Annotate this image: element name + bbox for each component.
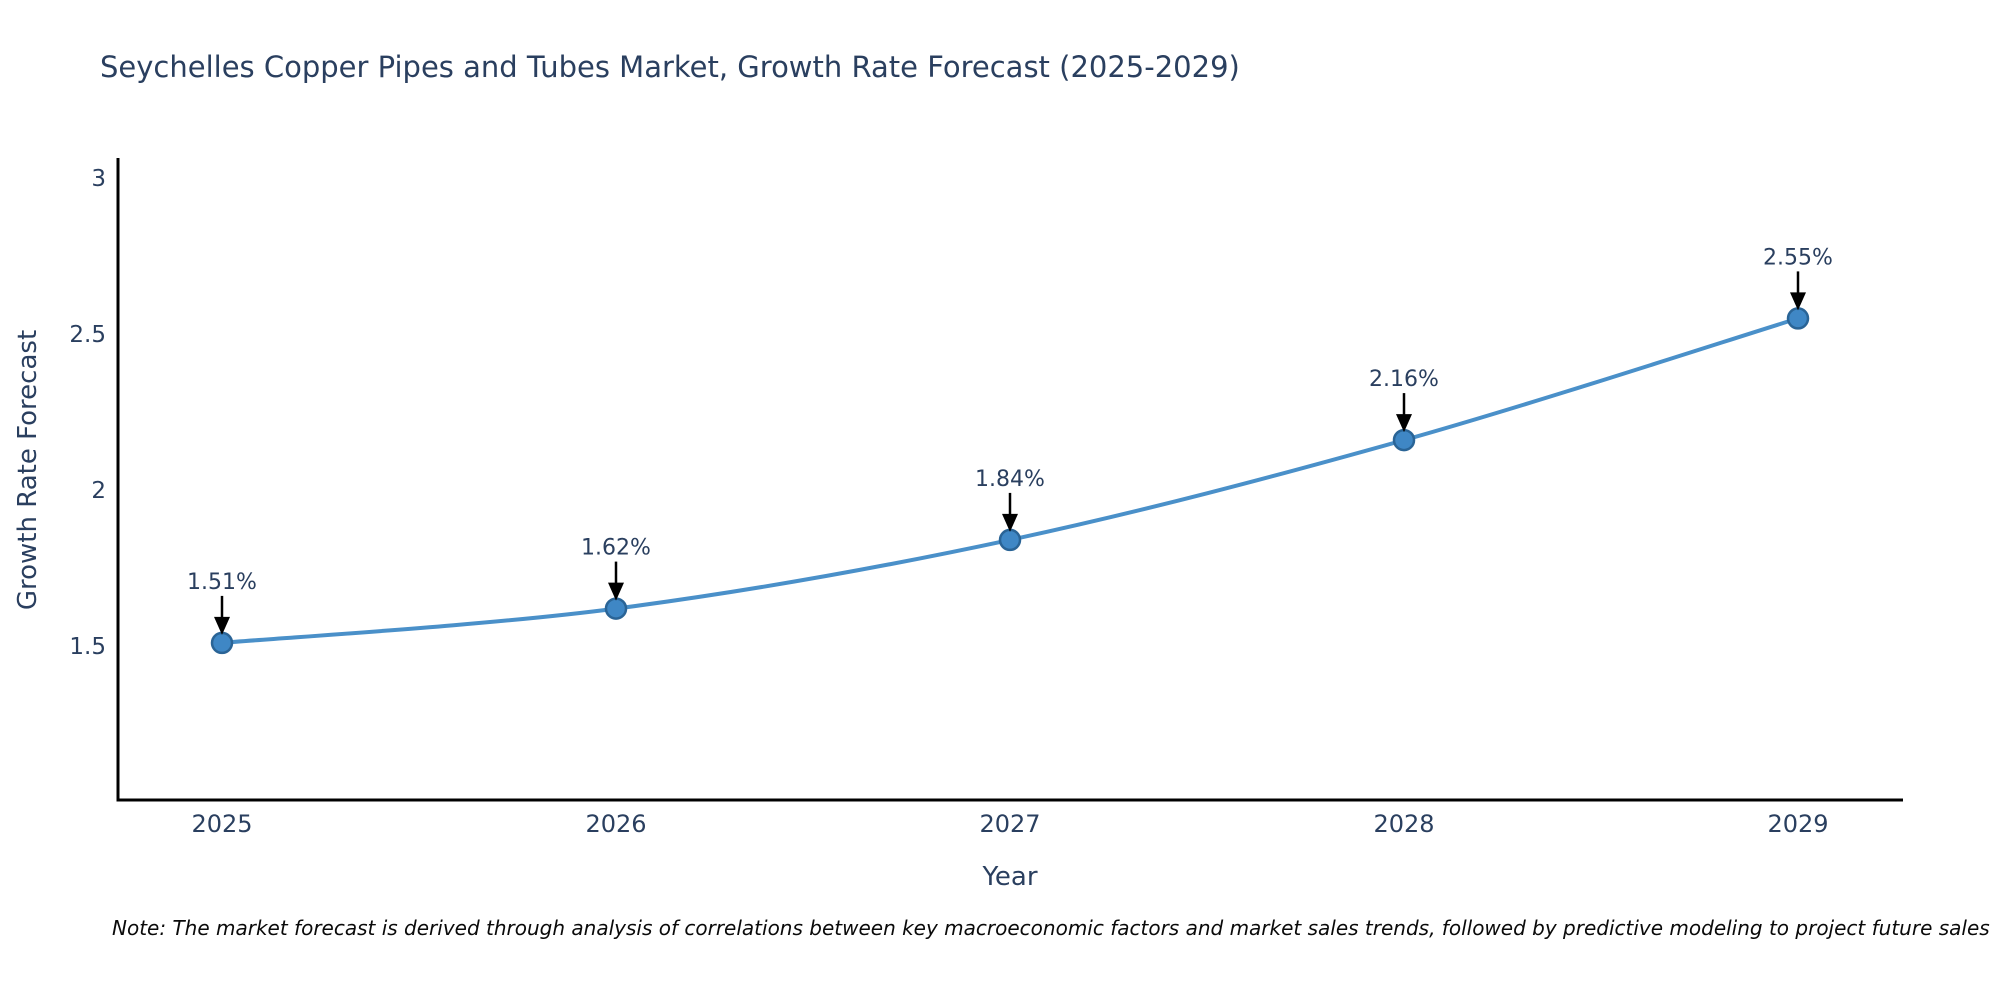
annotation-label: 1.51%	[187, 570, 257, 595]
annotation-arrowhead-icon	[214, 616, 230, 635]
y-tick-label: 2	[91, 478, 106, 504]
annotation-arrowhead-icon	[1002, 513, 1018, 532]
annotation-arrowhead-icon	[1790, 292, 1806, 311]
data-point-2027	[998, 528, 1022, 552]
x-axis-title: Year	[982, 862, 1038, 892]
x-tick-label: 2026	[585, 810, 646, 838]
y-tick-label: 3	[91, 166, 106, 192]
annotation-label: 1.62%	[581, 536, 651, 561]
data-point-2029	[1786, 307, 1810, 330]
annotation-label: 1.84%	[975, 467, 1045, 492]
annotation-arrowhead-icon	[1396, 414, 1412, 433]
annotation-arrowhead-icon	[608, 582, 624, 601]
annotation-label: 2.16%	[1369, 367, 1439, 392]
x-tick-label: 2025	[191, 810, 252, 838]
annotation-label: 2.55%	[1763, 245, 1833, 270]
chart-title: Seychelles Copper Pipes and Tubes Market…	[100, 50, 1240, 84]
x-tick-label: 2029	[1767, 810, 1828, 838]
data-point-2026	[604, 597, 628, 620]
data-point-2028	[1392, 428, 1416, 452]
x-tick-label: 2028	[1373, 810, 1434, 838]
y-axis-title: Growth Rate Forecast	[13, 329, 43, 611]
x-tick-label: 2027	[979, 810, 1040, 838]
y-tick-label: 1.5	[69, 634, 106, 660]
data-point-2025	[210, 631, 234, 655]
footnote: Note: The market forecast is derived thr…	[112, 916, 1990, 940]
y-tick-label: 2.5	[69, 322, 106, 348]
